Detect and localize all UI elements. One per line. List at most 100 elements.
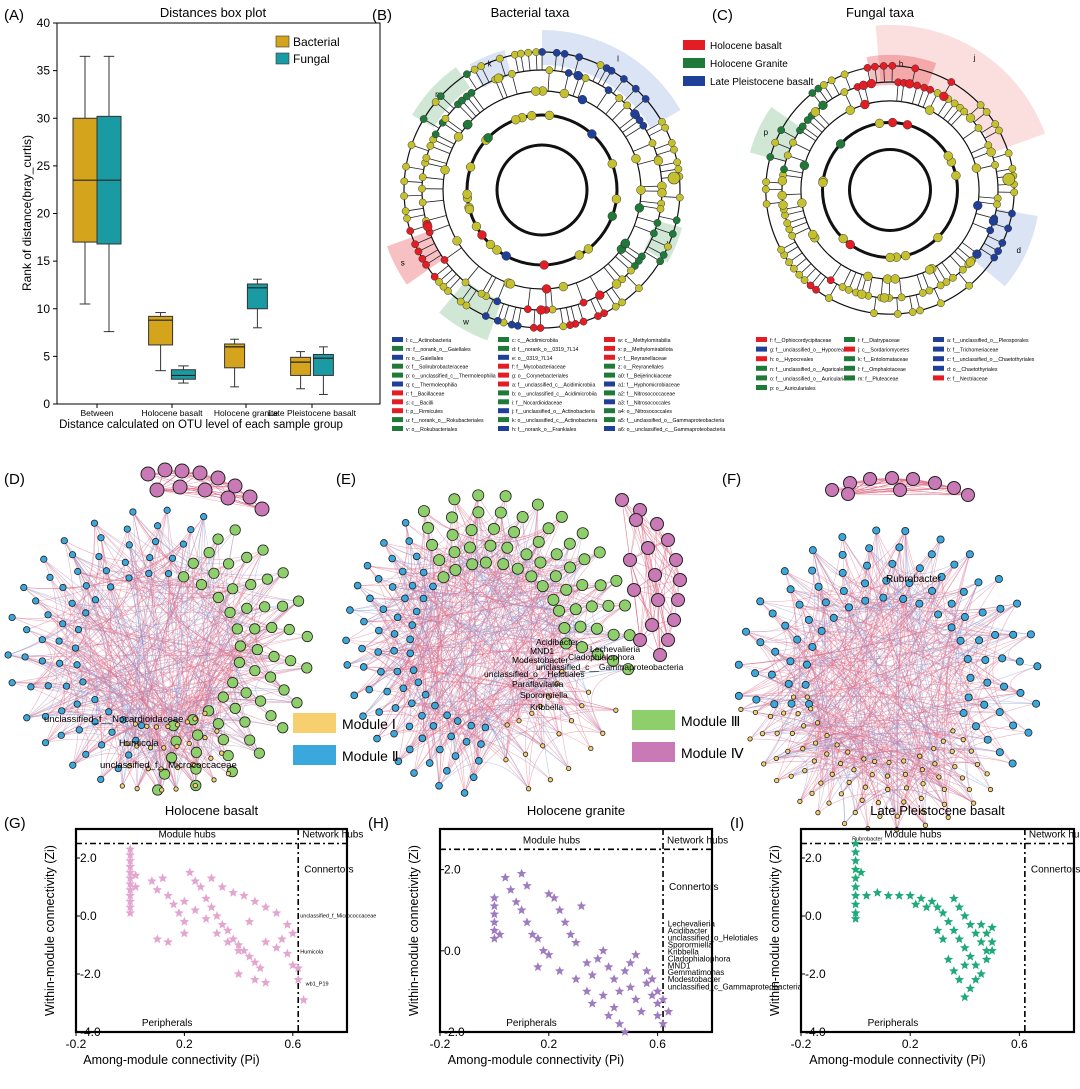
taxa-key-entry: a6: o__unclassified_c__Gammaproteobacter… [618, 427, 725, 433]
network-node [516, 511, 529, 524]
taxa-key-swatch [844, 365, 855, 371]
network-edge [817, 603, 920, 724]
network-node-module4 [651, 593, 665, 607]
network-node [971, 722, 980, 731]
network-node [747, 736, 753, 742]
zipi-point [625, 958, 636, 967]
taxa-key-entry: f: f__Mycobacteriaceae [512, 365, 566, 371]
network-node [554, 680, 560, 687]
network-node [829, 771, 835, 777]
network-node [401, 594, 409, 603]
network-node [863, 561, 872, 570]
network-node [774, 730, 780, 736]
taxa-key-entry: s: c__Bacilli [406, 400, 433, 406]
network-node [902, 771, 909, 777]
network-edge [410, 496, 506, 654]
zipi-point [631, 994, 641, 1004]
network-node [448, 546, 461, 559]
cladogram-node [406, 227, 415, 235]
network-node [394, 757, 403, 766]
label-e-gammaproteobacteria: unclassified_c__Gammaproteobacteria [536, 662, 684, 672]
network-node [105, 708, 113, 716]
network-edge [383, 585, 543, 611]
network-node [556, 731, 562, 737]
zipi-title: Holocene granite [527, 803, 625, 818]
cladogram-node [762, 200, 771, 208]
network-node [422, 521, 435, 534]
network-edge [754, 586, 819, 674]
network-node [869, 772, 875, 778]
network-edge [98, 556, 271, 678]
taxa-key-swatch [392, 354, 403, 360]
legend-holocene-granite: Holocene Granite [710, 59, 788, 70]
taxa-key-swatch [933, 356, 944, 362]
zipi-point [598, 945, 608, 955]
network-edge [805, 607, 850, 686]
network-edge [790, 582, 979, 603]
network-node [443, 711, 451, 720]
cladogram-node [988, 216, 999, 226]
zipi-point [506, 884, 516, 894]
network-node [818, 780, 824, 786]
network-node-module4 [192, 465, 208, 481]
network-node [808, 546, 817, 555]
network-node [241, 551, 253, 563]
network-node [175, 764, 181, 771]
network-node [353, 581, 362, 590]
cladogram-node [939, 91, 949, 102]
network-edge [386, 562, 487, 692]
network-node [366, 594, 374, 603]
network-node-module4 [197, 482, 213, 498]
network-node [132, 721, 138, 727]
taxa-key-entry: l: c__Actinobacteria [406, 338, 451, 344]
network-edge [72, 523, 100, 604]
taxa-key-entry: x: p__Methylomirabilota [618, 347, 673, 353]
cladogram-node [976, 101, 985, 109]
zipi-point [652, 986, 663, 996]
zipi-point [223, 925, 233, 935]
zipi-point [255, 963, 265, 973]
network-node [781, 621, 790, 630]
cladogram-node [505, 279, 516, 289]
network-edge [853, 762, 922, 799]
cladogram-node [943, 151, 953, 161]
network-node [373, 734, 381, 743]
network-node-module4 [928, 476, 942, 490]
zipi-point [489, 925, 500, 935]
box-plot-xlabel: Distance calculated on OTU level of each… [59, 419, 343, 431]
zipi-point [614, 1018, 625, 1028]
taxa-key-entry: e: o__0319_7L14 [512, 356, 553, 362]
network-edge [776, 755, 879, 803]
network-edge [26, 697, 261, 719]
cladogram-node [800, 276, 809, 284]
quadrant-connectors: Connertors [1031, 865, 1080, 876]
network-node [852, 809, 858, 816]
cladogram-node [965, 257, 976, 267]
network-node [202, 735, 208, 741]
cladogram-node [777, 245, 785, 254]
network-edge [656, 523, 679, 601]
network-edge [864, 600, 898, 830]
network-node [174, 722, 181, 728]
network-node [212, 533, 224, 545]
bacterial-cladogram: lnswyk [386, 30, 684, 341]
taxa-key-swatch [392, 372, 403, 378]
box-fungal-3 [312, 353, 334, 376]
network-edge [392, 584, 601, 597]
network-node [125, 751, 133, 759]
network-edge [793, 696, 815, 749]
network-node-module4 [893, 483, 907, 497]
network-edge [629, 559, 661, 656]
zipi-point [500, 872, 510, 882]
cladogram-node [524, 48, 533, 57]
cladogram-node [492, 245, 502, 255]
network-edge [810, 703, 825, 710]
zipi-point [271, 942, 282, 952]
network-edge [412, 585, 603, 734]
x-tick-label: -0.2 [430, 1037, 451, 1051]
taxa-key-entry: a5: f__unclassified_o__Gammaproteobacter… [618, 418, 724, 424]
network-edge [524, 706, 541, 789]
zipi-annotation: wb1_P19 [305, 982, 329, 988]
cladogram-node [960, 107, 969, 116]
network-edge [450, 714, 508, 737]
